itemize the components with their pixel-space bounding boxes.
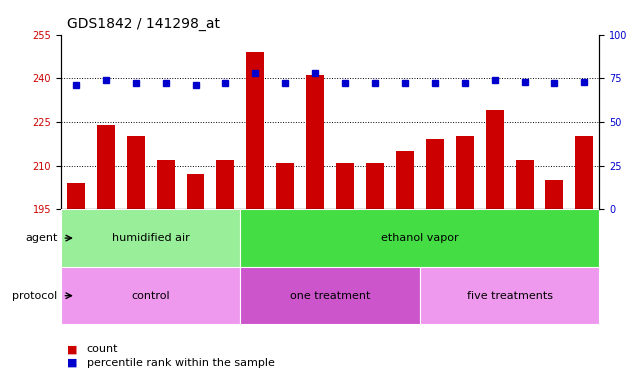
Bar: [61, 209, 240, 267]
Text: GSM101547: GSM101547: [549, 212, 560, 271]
Bar: [366, 163, 384, 209]
Text: ■: ■: [67, 358, 81, 368]
Bar: [151, 209, 181, 265]
Text: GSM101536: GSM101536: [221, 212, 230, 271]
Bar: [240, 209, 599, 267]
Text: percentile rank within the sample: percentile rank within the sample: [87, 358, 274, 368]
Bar: [240, 267, 420, 324]
Bar: [426, 139, 444, 209]
Text: GSM101539: GSM101539: [310, 212, 320, 271]
Bar: [420, 267, 599, 324]
Bar: [479, 209, 510, 265]
Text: control: control: [131, 291, 170, 301]
Bar: [456, 136, 474, 209]
Text: protocol: protocol: [12, 291, 58, 301]
Text: GSM101545: GSM101545: [490, 212, 499, 271]
Text: GSM101543: GSM101543: [430, 212, 440, 271]
Bar: [276, 163, 294, 209]
Text: five treatments: five treatments: [467, 291, 553, 301]
Bar: [156, 160, 174, 209]
Bar: [515, 160, 533, 209]
Text: GDS1842 / 141298_at: GDS1842 / 141298_at: [67, 17, 221, 31]
Bar: [217, 160, 235, 209]
Bar: [61, 209, 91, 265]
Text: GSM101546: GSM101546: [520, 212, 529, 271]
Bar: [545, 180, 563, 209]
Bar: [540, 209, 569, 265]
Bar: [246, 52, 264, 209]
Text: humidified air: humidified air: [112, 233, 190, 243]
Text: GSM101541: GSM101541: [370, 212, 380, 271]
Bar: [486, 110, 504, 209]
Text: GSM101533: GSM101533: [131, 212, 140, 271]
Bar: [271, 209, 300, 265]
Text: GSM101544: GSM101544: [460, 212, 470, 271]
Bar: [330, 209, 360, 265]
Bar: [306, 75, 324, 209]
Bar: [121, 209, 151, 265]
Text: GSM101535: GSM101535: [190, 212, 201, 271]
Text: ■: ■: [67, 344, 81, 354]
Text: count: count: [87, 344, 118, 354]
Bar: [240, 209, 271, 265]
Bar: [67, 183, 85, 209]
Text: GSM101548: GSM101548: [579, 212, 589, 271]
Text: ethanol vapor: ethanol vapor: [381, 233, 459, 243]
Bar: [510, 209, 540, 265]
Bar: [210, 209, 240, 265]
Text: GSM101532: GSM101532: [101, 212, 111, 271]
Text: GSM101542: GSM101542: [400, 212, 410, 271]
Text: GSM101534: GSM101534: [161, 212, 171, 271]
Bar: [569, 209, 599, 265]
Bar: [336, 163, 354, 209]
Text: GSM101540: GSM101540: [340, 212, 350, 271]
Bar: [91, 209, 121, 265]
Bar: [300, 209, 330, 265]
Text: one treatment: one treatment: [290, 291, 370, 301]
Text: GSM101537: GSM101537: [251, 212, 260, 271]
Text: agent: agent: [25, 233, 58, 243]
Text: GSM101531: GSM101531: [71, 212, 81, 271]
Bar: [97, 125, 115, 209]
Bar: [420, 209, 450, 265]
Bar: [187, 174, 204, 209]
Bar: [396, 151, 414, 209]
Bar: [450, 209, 479, 265]
Bar: [127, 136, 145, 209]
Bar: [360, 209, 390, 265]
Bar: [390, 209, 420, 265]
Bar: [181, 209, 210, 265]
Bar: [576, 136, 594, 209]
Text: GSM101538: GSM101538: [280, 212, 290, 271]
Bar: [61, 267, 240, 324]
